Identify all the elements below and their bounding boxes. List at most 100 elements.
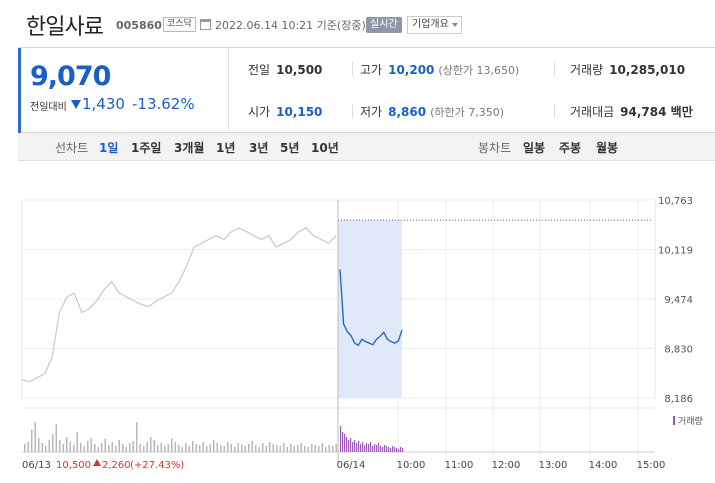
volume-bar <box>321 443 323 452</box>
volume-bar <box>376 445 378 452</box>
price-chart-svg: 10,763 10,119 9,474 8,830 8,186 거래량 06/14 10:00… <box>21 196 703 471</box>
volume-bar <box>368 444 370 452</box>
volume-bar <box>104 439 106 452</box>
volume-bar <box>80 443 82 452</box>
volume-bar <box>188 446 190 452</box>
up-arrow-icon <box>93 459 101 466</box>
volume-bar <box>66 437 68 452</box>
volume-bar <box>209 444 211 452</box>
volume-bar <box>41 443 43 452</box>
line-chart-label: 선차트 <box>55 141 89 155</box>
tab-5y[interactable]: 5년 <box>280 141 300 155</box>
volume-cell: 거래량 10,285,010 <box>570 61 685 78</box>
trade-value-cell: 거래대금 94,784 백만 <box>570 103 693 120</box>
volume-bar <box>350 438 352 452</box>
volume-bar <box>258 447 260 452</box>
trade-value-value: 94,784 백만 <box>620 105 693 119</box>
prev-day-change: 2,260 <box>102 460 131 471</box>
y-tick-label: 9,474 <box>664 295 693 306</box>
volume-bar <box>360 444 362 452</box>
volume-bar <box>362 442 364 452</box>
y-tick-label: 10,119 <box>658 246 693 257</box>
volume-bar <box>181 447 183 452</box>
volume-bar <box>199 445 201 452</box>
volume-bar <box>234 447 236 452</box>
volume-bar <box>192 441 194 452</box>
date-text: 2022.06.14 10:21 기준(장중) <box>215 19 366 32</box>
volume-bar <box>380 446 382 452</box>
x-tick-label: 11:00 <box>445 460 474 471</box>
volume-bar <box>328 445 330 452</box>
volume-bar <box>378 443 380 452</box>
tab-monthly-candle[interactable]: 월봉 <box>596 141 619 155</box>
volume-bar <box>90 438 92 452</box>
high-label: 고가 <box>360 63 383 77</box>
stock-code: 005860 <box>116 19 162 32</box>
realtime-button[interactable]: 실시간 <box>366 17 402 33</box>
tab-1y[interactable]: 1년 <box>216 141 236 155</box>
market-badge: 코스닥 <box>163 17 196 32</box>
volume-bar <box>279 446 281 452</box>
volume-bar <box>115 446 117 452</box>
divider <box>554 104 555 118</box>
chart-period-tabs: 선차트 1일 1주일 3개월 1년 3년 5년 10년 봉차트 일봉 주봉 월봉 <box>18 133 715 161</box>
volume-bar <box>390 448 392 452</box>
y-tick-label: 8,830 <box>664 345 693 356</box>
volume-bar <box>297 445 299 452</box>
volume-bar <box>97 447 99 452</box>
tab-daily-candle[interactable]: 일봉 <box>523 141 546 155</box>
divider <box>352 62 353 76</box>
volume-bar <box>300 443 302 452</box>
volume-bar <box>220 445 222 452</box>
volume-bar <box>400 447 402 452</box>
volume-bar <box>157 445 159 452</box>
tab-weekly-candle[interactable]: 주봉 <box>559 141 582 155</box>
upper-limit: (상한가 13,650) <box>438 64 520 77</box>
prev-close-value: 10,500 <box>276 63 323 77</box>
down-arrow-icon <box>71 100 81 109</box>
volume-bar <box>344 434 346 452</box>
volume-bar <box>230 444 232 452</box>
volume-bar <box>24 444 26 452</box>
divider <box>554 62 555 76</box>
volume-bar <box>216 443 218 452</box>
volume-bar <box>213 440 215 452</box>
volume-bar <box>132 441 134 452</box>
change-amount: 1,430 <box>82 95 125 113</box>
tab-1d[interactable]: 1일 <box>99 141 119 155</box>
stock-header: 한일사료 005860 코스닥 2022.06.14 10:21 기준(장중) … <box>0 0 715 48</box>
open-label: 시가 <box>248 105 271 119</box>
tab-3y[interactable]: 3년 <box>249 141 269 155</box>
volume-bar <box>174 442 176 452</box>
volume-bar <box>402 448 404 452</box>
change-percent: -13.62% <box>132 95 195 113</box>
volume-bar <box>48 440 50 452</box>
tab-3m[interactable]: 3개월 <box>174 141 205 155</box>
volume-bar <box>283 443 285 452</box>
trade-value-label: 거래대금 <box>570 105 615 119</box>
x-tick-label: 06/14 <box>337 460 366 471</box>
open-value: 10,150 <box>276 105 323 119</box>
volume-bar <box>248 444 250 452</box>
volume-bar <box>129 443 131 452</box>
volume-bar <box>388 447 390 452</box>
volume-bar <box>366 443 368 452</box>
chevron-down-icon <box>452 23 458 27</box>
volume-bar <box>206 446 208 452</box>
volume-bar <box>185 443 187 452</box>
prev-day-price-line <box>21 227 337 383</box>
volume-bar <box>304 446 306 452</box>
volume-bar <box>356 443 358 452</box>
volume-bar <box>293 446 295 452</box>
prev-day-close: 10,500 <box>56 460 91 471</box>
volume-bar <box>55 424 57 452</box>
tab-10y[interactable]: 10년 <box>311 141 339 155</box>
company-overview-dropdown[interactable]: 기업개요 <box>407 16 462 34</box>
volume-bar <box>384 445 386 452</box>
volume-bar <box>108 445 110 452</box>
volume-bar <box>160 443 162 452</box>
tab-1w[interactable]: 1주일 <box>131 141 162 155</box>
volume-bar <box>396 448 398 452</box>
y-tick-label: 10,763 <box>658 196 693 207</box>
volume-legend-swatch <box>673 416 675 425</box>
